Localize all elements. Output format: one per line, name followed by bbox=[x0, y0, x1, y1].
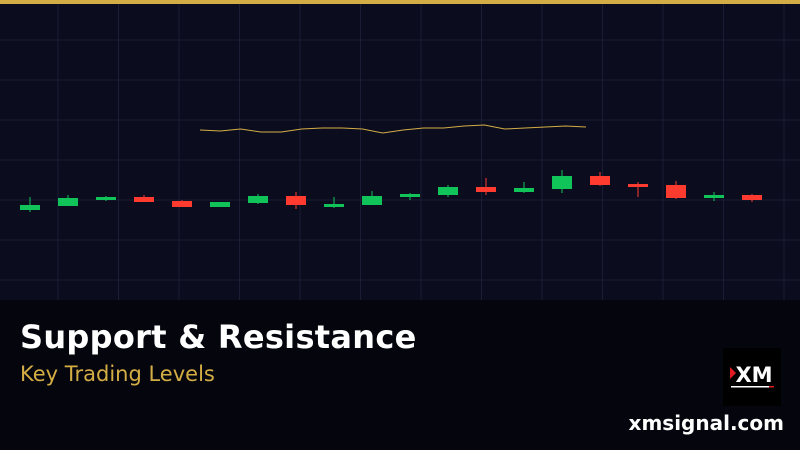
candle-up bbox=[552, 176, 572, 189]
xm-logo: XM bbox=[723, 348, 781, 406]
candle-down bbox=[590, 176, 610, 185]
candle-down bbox=[666, 185, 686, 198]
candle-up bbox=[438, 187, 458, 195]
candle-up bbox=[514, 188, 534, 192]
top-accent-bar bbox=[0, 0, 800, 4]
candle-down bbox=[628, 184, 648, 187]
candle-up bbox=[704, 195, 724, 198]
candle-down bbox=[742, 195, 762, 200]
candle-down bbox=[476, 187, 496, 192]
candle-up bbox=[248, 196, 268, 203]
banner-panel bbox=[0, 300, 800, 450]
candle-up bbox=[362, 196, 382, 205]
candle-up bbox=[20, 205, 40, 210]
svg-text:XM: XM bbox=[735, 363, 772, 387]
site-link[interactable]: xmsignal.com bbox=[628, 411, 784, 435]
price-line bbox=[199, 124, 587, 134]
candle-up bbox=[324, 204, 344, 207]
candle-up bbox=[400, 194, 420, 197]
candle-up bbox=[58, 198, 78, 206]
banner-title: Support & Resistance bbox=[20, 318, 417, 356]
candle-up bbox=[210, 202, 230, 207]
candle-down bbox=[172, 201, 192, 207]
candle-up bbox=[96, 197, 116, 200]
candle-down bbox=[134, 197, 154, 202]
candle-down bbox=[286, 196, 306, 205]
banner-subtitle: Key Trading Levels bbox=[20, 362, 215, 386]
candlestick-chart bbox=[0, 4, 800, 300]
